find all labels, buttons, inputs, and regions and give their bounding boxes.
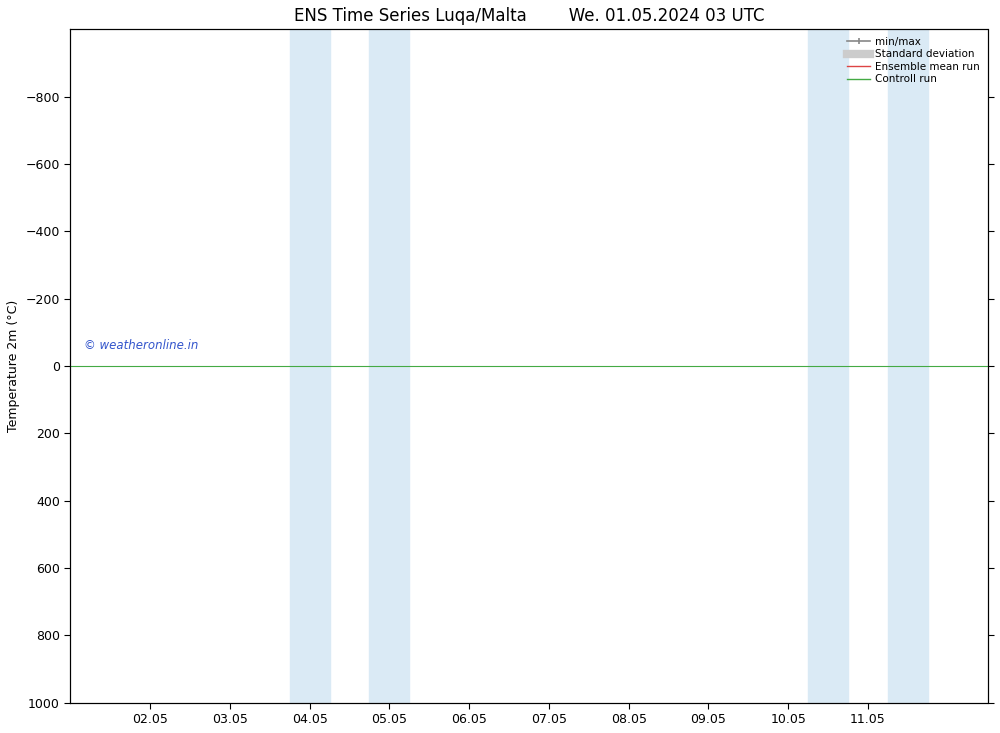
Y-axis label: Temperature 2m (°C): Temperature 2m (°C) bbox=[7, 300, 20, 432]
Bar bbox=[808, 29, 848, 703]
Bar bbox=[888, 29, 928, 703]
Legend: min/max, Standard deviation, Ensemble mean run, Controll run: min/max, Standard deviation, Ensemble me… bbox=[845, 34, 982, 86]
Bar bbox=[290, 29, 330, 703]
Text: © weatheronline.in: © weatheronline.in bbox=[84, 339, 199, 353]
Title: ENS Time Series Luqa/Malta        We. 01.05.2024 03 UTC: ENS Time Series Luqa/Malta We. 01.05.202… bbox=[294, 7, 764, 25]
Bar bbox=[369, 29, 409, 703]
